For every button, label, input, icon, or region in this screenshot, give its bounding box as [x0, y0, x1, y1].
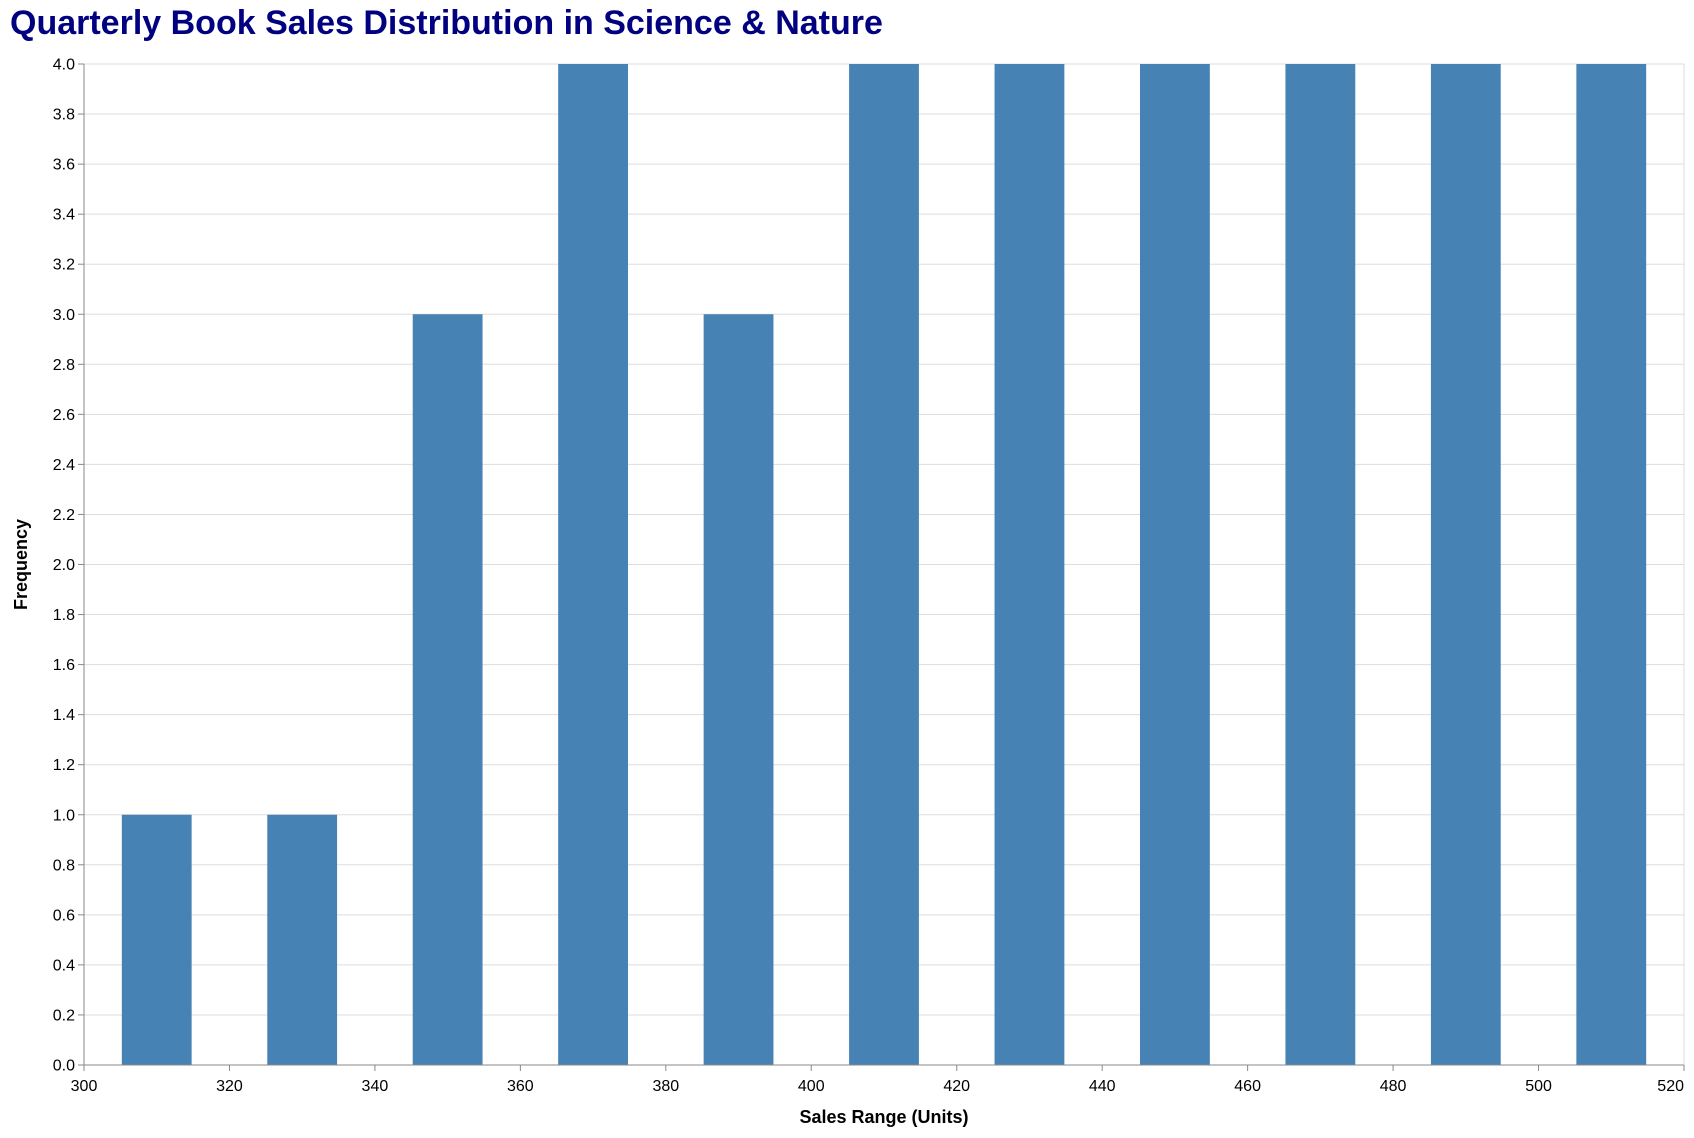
histogram-bar	[412, 314, 483, 1065]
y-tick-label: 2.2	[53, 507, 75, 524]
y-tick-label: 3.6	[53, 157, 75, 174]
x-axis-title: Sales Range (Units)	[799, 1107, 968, 1127]
y-tick-label: 1.2	[53, 757, 75, 774]
chart-title: Quarterly Book Sales Distribution in Sci…	[10, 4, 883, 42]
y-tick-label: 3.2	[53, 257, 75, 274]
x-tick-label: 400	[798, 1078, 825, 1095]
histogram-bar	[1140, 64, 1210, 1065]
x-tick-label: 500	[1525, 1078, 1552, 1095]
y-tick-label: 2.6	[53, 407, 75, 424]
histogram-bar	[1285, 64, 1356, 1065]
y-tick-label: 2.4	[53, 457, 75, 474]
histogram-bar	[121, 814, 192, 1065]
y-tick-label: 0.4	[53, 957, 75, 974]
x-tick-label: 380	[652, 1078, 679, 1095]
x-tick-label: 300	[71, 1078, 98, 1095]
y-tick-label: 2.8	[53, 357, 75, 374]
x-tick-label: 480	[1380, 1078, 1407, 1095]
histogram-bar	[994, 64, 1065, 1065]
y-tick-label: 1.8	[53, 607, 75, 624]
x-tick-label: 460	[1234, 1078, 1261, 1095]
y-tick-label: 1.6	[53, 657, 75, 674]
histogram-bar	[1576, 64, 1647, 1065]
x-tick-label: 520	[1657, 1078, 1684, 1095]
y-axis-title: Frequency	[11, 519, 31, 610]
histogram-bar	[703, 314, 774, 1065]
y-tick-label: 0.8	[53, 857, 75, 874]
y-tick-label: 0.0	[53, 1058, 75, 1075]
y-tick-label: 0.2	[53, 1007, 75, 1024]
x-tick-label: 440	[1089, 1078, 1116, 1095]
y-tick-label: 4.0	[53, 57, 75, 74]
x-tick-label: 360	[507, 1078, 534, 1095]
y-tick-label: 1.4	[53, 707, 75, 724]
y-tick-label: 3.4	[53, 207, 75, 224]
x-tick-label: 420	[943, 1078, 970, 1095]
y-tick-label: 1.0	[53, 807, 75, 824]
histogram-bar	[558, 64, 628, 1065]
histogram-bar	[849, 64, 919, 1065]
y-tick-label: 3.0	[53, 307, 75, 324]
histogram-bar	[267, 814, 338, 1065]
histogram-bar	[1430, 64, 1501, 1065]
y-tick-label: 2.0	[53, 557, 75, 574]
axes: 0.0 0.2 0.4 0.6 0.8 1.0 1.2 1.4 1.6 1.8 2.0 2.2 2.4 2…	[53, 57, 1685, 1095]
bars	[121, 64, 1647, 1065]
x-tick-label: 340	[362, 1078, 389, 1095]
x-tick-label: 320	[216, 1078, 243, 1095]
y-tick-label: 3.8	[53, 107, 75, 124]
y-tick-label: 0.6	[53, 907, 75, 924]
